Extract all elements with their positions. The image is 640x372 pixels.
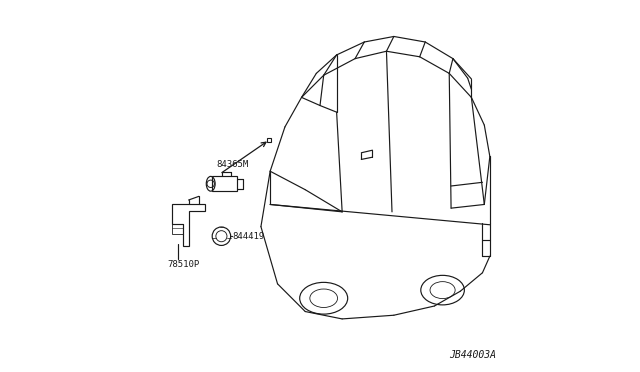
Text: 84365M: 84365M bbox=[216, 160, 249, 169]
Text: 78510P: 78510P bbox=[167, 260, 200, 269]
Text: JB44003A: JB44003A bbox=[449, 350, 497, 360]
Text: 844419: 844419 bbox=[232, 232, 264, 241]
